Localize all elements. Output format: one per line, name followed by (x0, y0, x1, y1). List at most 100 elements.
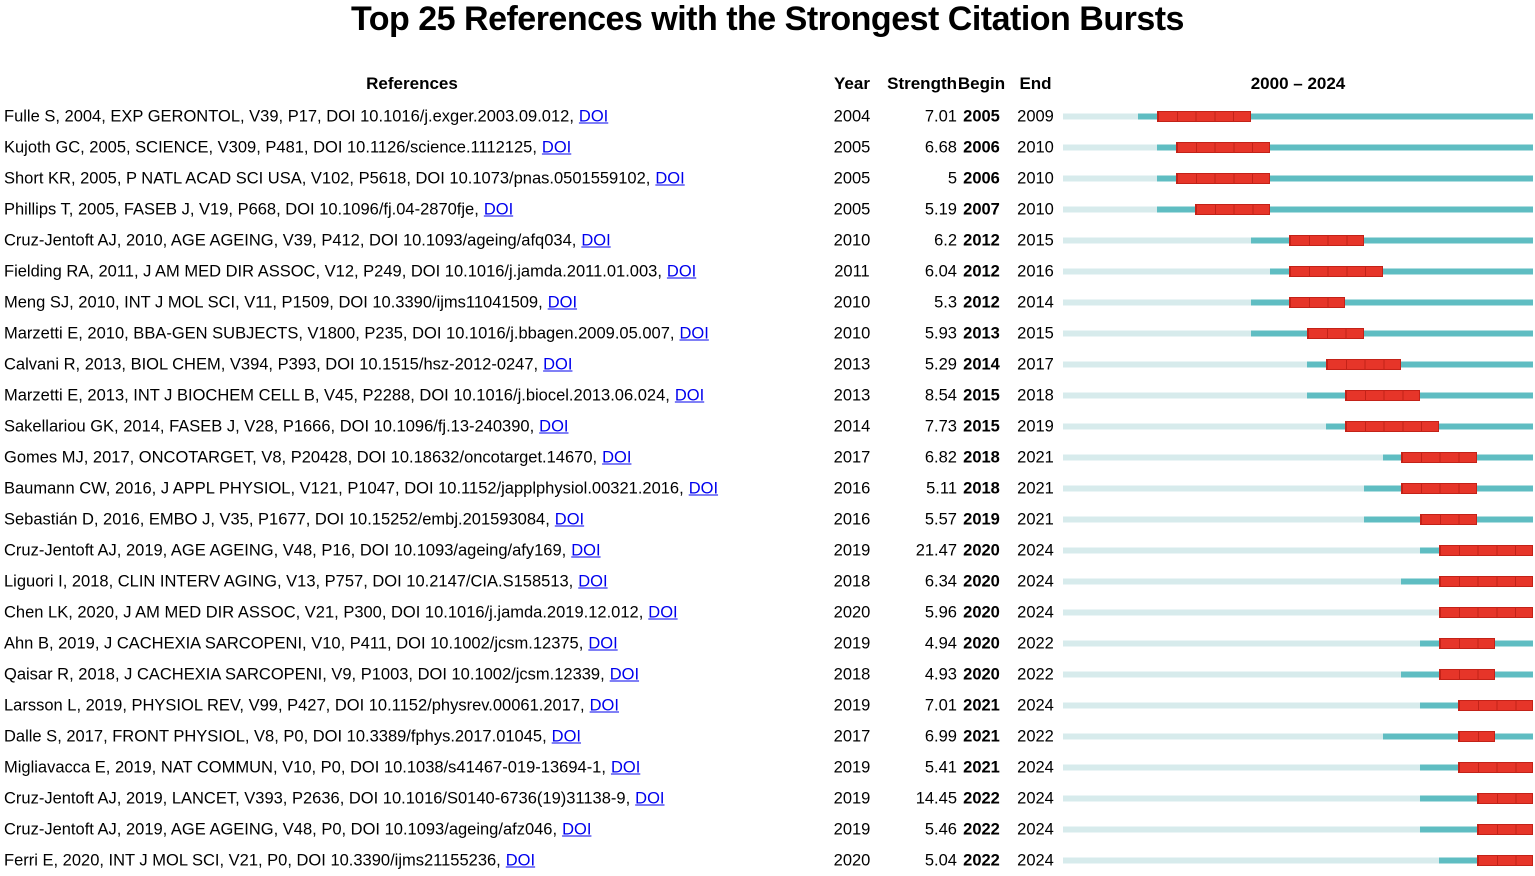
citation-burst-bar (1345, 421, 1439, 432)
strength-value: 5.29 (924, 355, 957, 373)
end-year-value: 2021 (1017, 479, 1054, 497)
year-value: 2019 (833, 758, 871, 776)
reference-citation: Migliavacca E, 2019, NAT COMMUN, V10, P0… (4, 758, 606, 776)
timeline-track (1063, 225, 1533, 256)
doi-link[interactable]: DOI (551, 727, 582, 745)
end-year-value: 2016 (1017, 262, 1054, 280)
begin-year-value: 2006 (963, 169, 1000, 187)
doi-link[interactable]: DOI (688, 479, 719, 497)
doi-link[interactable]: DOI (547, 293, 578, 311)
doi-link[interactable]: DOI (505, 851, 536, 869)
citation-burst-bar (1476, 855, 1533, 866)
timeline-pre-publication-segment (1063, 547, 1421, 554)
reference-cell: Cruz-Jentoft AJ, 2010, AGE AGEING, V39, … (4, 231, 611, 250)
timeline-active-segment (1251, 237, 1533, 244)
timeline-pre-publication-segment (1063, 485, 1364, 492)
citation-burst-bar (1157, 111, 1251, 122)
year-value: 2019 (833, 541, 871, 559)
end-year-value: 2009 (1017, 107, 1054, 125)
table-row: Chen LK, 2020, J AM MED DIR ASSOC, V21, … (0, 597, 1535, 628)
doi-link[interactable]: DOI (483, 200, 514, 218)
doi-link[interactable]: DOI (602, 448, 632, 466)
begin-year-value: 2021 (963, 758, 1000, 776)
doi-link[interactable]: DOI (578, 107, 609, 125)
citation-burst-bar (1175, 142, 1270, 153)
timeline-track (1063, 845, 1533, 876)
table-row: Cruz-Jentoft AJ, 2019, AGE AGEING, V48, … (0, 535, 1535, 566)
timeline-active-segment (1269, 268, 1533, 275)
doi-link[interactable]: DOI (581, 231, 611, 249)
timeline-track (1063, 318, 1533, 349)
year-value: 2014 (833, 417, 871, 435)
doi-link[interactable]: DOI (609, 665, 640, 683)
doi-link[interactable]: DOI (554, 510, 585, 528)
table-row: Fielding RA, 2011, J AM MED DIR ASSOC, V… (0, 256, 1535, 287)
timeline-active-segment (1420, 826, 1533, 833)
doi-link[interactable]: DOI (589, 696, 619, 714)
table-row: Larsson L, 2019, PHYSIOL REV, V99, P427,… (0, 690, 1535, 721)
table-row: Meng SJ, 2010, INT J MOL SCI, V11, P1509… (0, 287, 1535, 318)
strength-value: 21.47 (915, 541, 957, 559)
begin-year-value: 2022 (963, 820, 1000, 838)
strength-value: 6.2 (934, 231, 957, 249)
table-row: Short KR, 2005, P NATL ACAD SCI USA, V10… (0, 163, 1535, 194)
citation-burst-bar (1288, 266, 1383, 277)
reference-cell: Cruz-Jentoft AJ, 2019, LANCET, V393, P26… (4, 789, 665, 808)
year-value: 2013 (833, 355, 871, 373)
timeline-track (1063, 349, 1533, 380)
year-value: 2019 (833, 696, 871, 714)
begin-year-value: 2012 (963, 262, 1000, 280)
end-year-value: 2021 (1017, 510, 1054, 528)
strength-value: 7.01 (924, 107, 957, 125)
timeline-active-segment (1157, 206, 1533, 213)
doi-link[interactable]: DOI (648, 603, 678, 621)
begin-year-value: 2021 (963, 727, 1000, 745)
timeline-active-segment (1307, 361, 1533, 368)
table-row: Qaisar R, 2018, J CACHEXIA SARCOPENI, V9… (0, 659, 1535, 690)
timeline-pre-publication-segment (1063, 175, 1157, 182)
column-header-end: End (1019, 74, 1052, 93)
end-year-value: 2015 (1017, 324, 1054, 342)
reference-cell: Fulle S, 2004, EXP GERONTOL, V39, P17, D… (4, 107, 608, 126)
timeline-track (1063, 287, 1533, 318)
timeline-track (1063, 380, 1533, 411)
citation-burst-bar (1345, 390, 1421, 401)
end-year-value: 2017 (1017, 355, 1054, 373)
column-header-timeline-range: 2000 – 2024 (1250, 74, 1346, 93)
reference-cell: Baumann CW, 2016, J APPL PHYSIOL, V121, … (4, 479, 718, 498)
doi-link[interactable]: DOI (635, 789, 665, 807)
doi-link[interactable]: DOI (539, 417, 569, 435)
reference-cell: Gomes MJ, 2017, ONCOTARGET, V8, P20428, … (4, 448, 631, 467)
doi-link[interactable]: DOI (562, 820, 592, 838)
timeline-track (1063, 535, 1533, 566)
timeline-track (1063, 721, 1533, 752)
timeline-pre-publication-segment (1063, 516, 1364, 523)
doi-link[interactable]: DOI (679, 324, 709, 342)
begin-year-value: 2019 (963, 510, 1000, 528)
strength-value: 5.41 (924, 758, 957, 776)
doi-link[interactable]: DOI (588, 634, 618, 652)
doi-link[interactable]: DOI (666, 262, 697, 280)
doi-link[interactable]: DOI (541, 138, 572, 156)
reference-citation: Sakellariou GK, 2014, FASEB J, V28, P166… (4, 417, 535, 435)
doi-link[interactable]: DOI (578, 572, 608, 590)
doi-link[interactable]: DOI (655, 169, 685, 187)
timeline-track (1063, 256, 1533, 287)
timeline-pre-publication-segment (1063, 795, 1421, 802)
reference-cell: Sakellariou GK, 2014, FASEB J, V28, P166… (4, 417, 569, 436)
citation-burst-bar (1439, 576, 1533, 587)
end-year-value: 2024 (1017, 572, 1054, 590)
year-value: 2017 (833, 727, 871, 745)
doi-link[interactable]: DOI (571, 541, 601, 559)
doi-link[interactable]: DOI (674, 386, 705, 404)
reference-citation: Baumann CW, 2016, J APPL PHYSIOL, V121, … (4, 479, 684, 497)
reference-citation: Phillips T, 2005, FASEB J, V19, P668, DO… (4, 200, 479, 218)
timeline-track (1063, 132, 1533, 163)
reference-cell: Qaisar R, 2018, J CACHEXIA SARCOPENI, V9… (4, 665, 639, 684)
reference-citation: Liguori I, 2018, CLIN INTERV AGING, V13,… (4, 572, 574, 590)
doi-link[interactable]: DOI (543, 355, 573, 373)
doi-link[interactable]: DOI (610, 758, 641, 776)
strength-value: 5.11 (926, 479, 957, 497)
year-value: 2020 (833, 603, 871, 621)
reference-cell: Meng SJ, 2010, INT J MOL SCI, V11, P1509… (4, 293, 577, 312)
